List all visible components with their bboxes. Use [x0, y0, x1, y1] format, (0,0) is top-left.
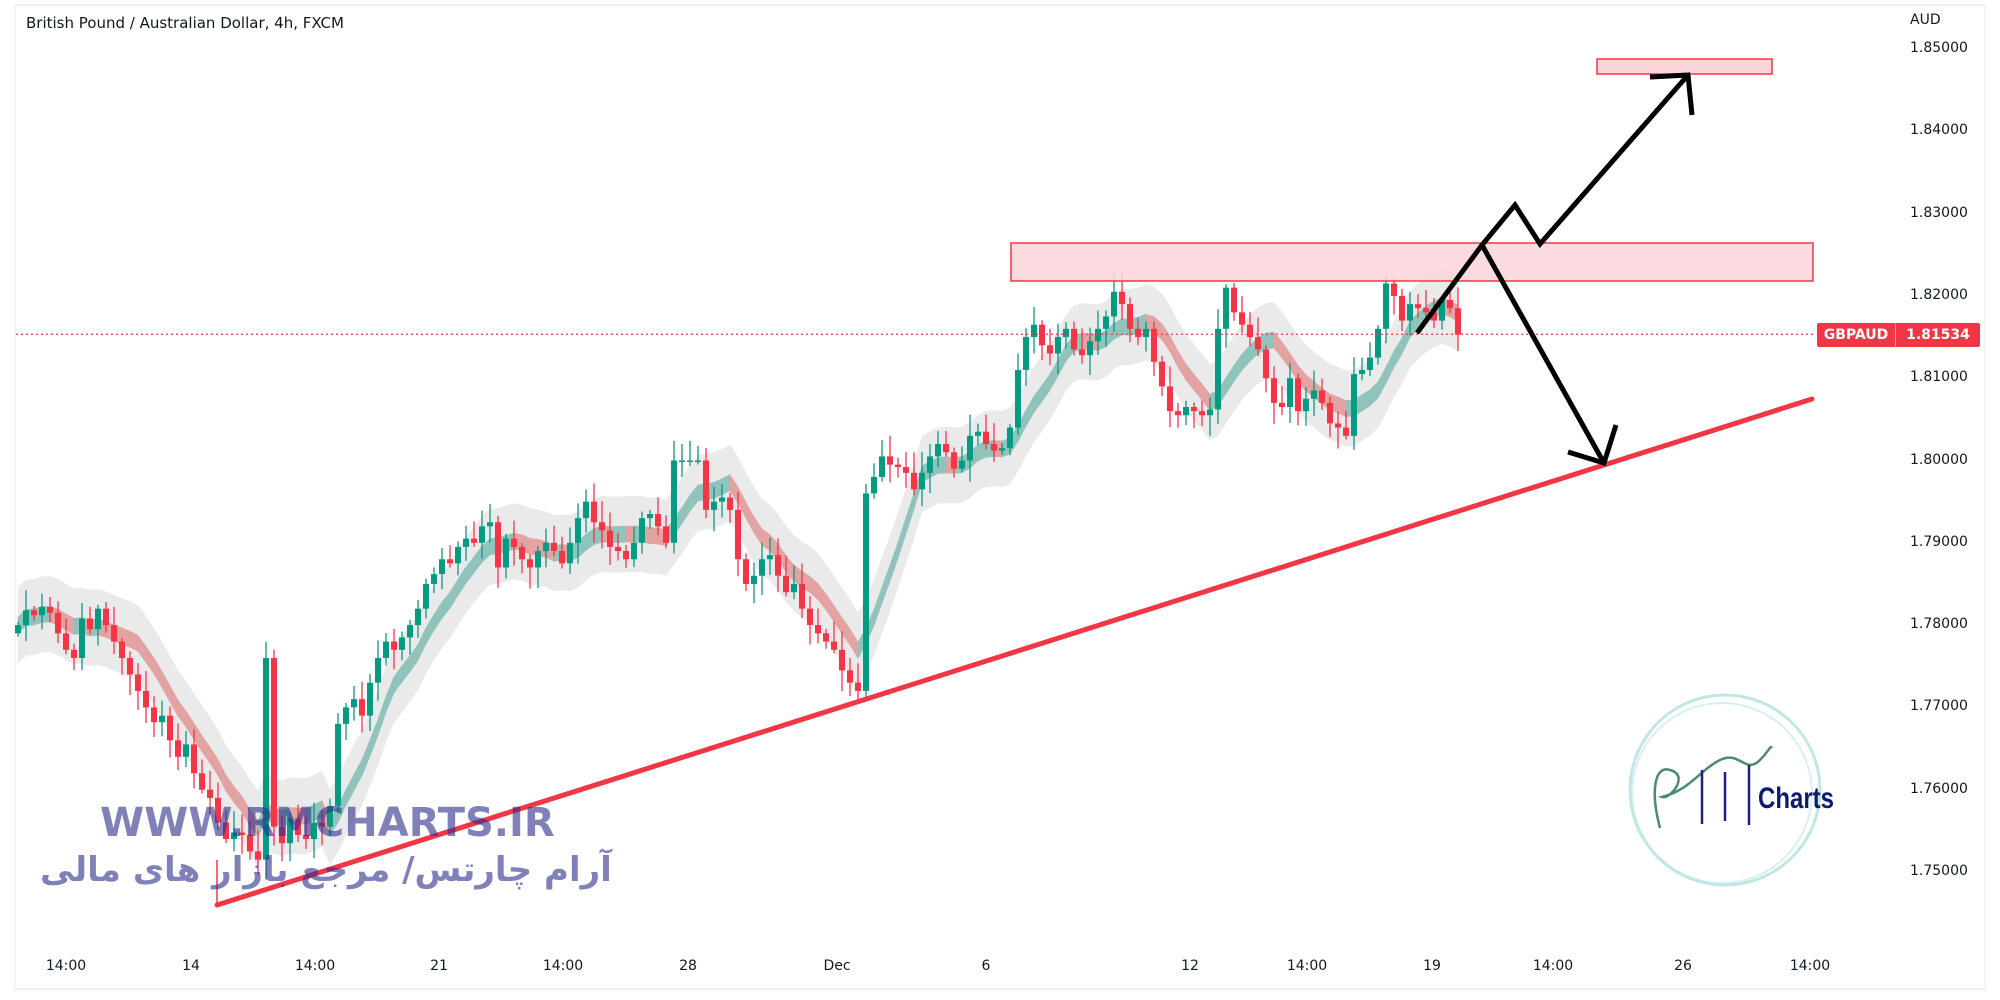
price-tick: 1.80000	[1910, 451, 1968, 468]
time-tick: 19	[1423, 958, 1441, 974]
arrowhead-up-icon	[1649, 72, 1695, 116]
time-tick: 14:00	[1286, 958, 1328, 974]
rm-charts-logo	[1628, 693, 1822, 887]
currency-label: AUD	[1910, 12, 1941, 28]
time-tick: 14	[182, 958, 200, 974]
price-tick: 1.75000	[1910, 863, 1968, 879]
price-tick: 1.84000	[1910, 122, 1968, 139]
price-tick: 1.79000	[1910, 533, 1968, 550]
price-tick: 1.85000	[1910, 40, 1968, 56]
arrowhead-down-icon	[1567, 424, 1619, 467]
candlesticks	[15, 273, 1461, 880]
watermark-persian: آرام چارتس/ مرجع بازار های مالی	[40, 850, 612, 890]
resistance-zone[interactable]	[1010, 242, 1814, 282]
bullish-scenario-arrow[interactable]	[1414, 73, 1690, 335]
time-tick: 26	[1674, 958, 1692, 974]
price-tick: 1.78000	[1910, 616, 1968, 633]
ascending-trendline[interactable]	[214, 396, 1815, 908]
logo-text: Charts	[1758, 782, 1835, 815]
price-tick: 1.83000	[1910, 204, 1968, 221]
time-tick: 14:00	[1789, 958, 1831, 974]
time-tick: 12	[1181, 958, 1199, 974]
last-price-value: 1.81534	[1906, 327, 1970, 343]
symbol-label: GBPAUD	[1817, 323, 1896, 347]
last-price-badge: GBPAUD 1.81534	[1817, 323, 1980, 347]
price-tick: 1.76000	[1910, 780, 1968, 797]
bearish-scenario-arrow[interactable]	[1479, 243, 1607, 465]
price-tick: 1.82000	[1910, 286, 1968, 303]
time-tick: 14:00	[294, 958, 336, 974]
time-tick: 14:00	[1532, 958, 1574, 974]
price-tick: 1.81000	[1910, 369, 1968, 386]
time-tick: Dec	[823, 958, 851, 974]
time-tick: 6	[981, 958, 991, 974]
price-tick: 1.77000	[1910, 698, 1968, 715]
time-tick: 14:00	[542, 958, 584, 974]
watermark-url: WWW.RMCHARTS.IR	[100, 800, 555, 846]
time-tick: 21	[430, 958, 448, 974]
target-zone[interactable]	[1596, 58, 1773, 75]
time-tick: 28	[679, 958, 697, 974]
time-tick: 14:00	[45, 958, 87, 974]
chart-title: British Pound / Australian Dollar, 4h, F…	[26, 14, 344, 32]
